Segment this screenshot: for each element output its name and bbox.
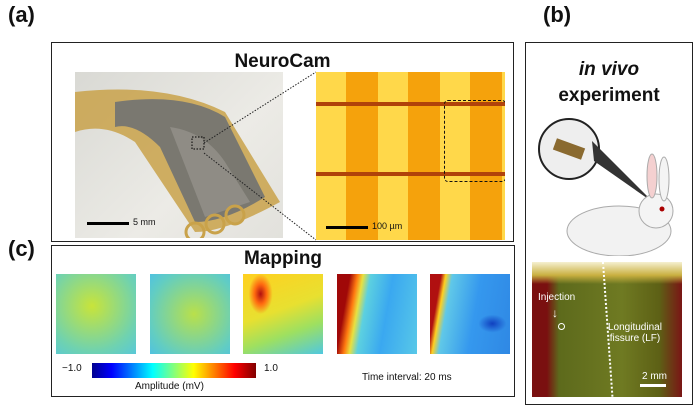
panel-b-title-italic: in vivo (578, 59, 640, 80)
colorbar-label: Amplitude (mV) (135, 381, 204, 392)
map-frame-5 (430, 274, 510, 354)
map-frame-2 (150, 274, 230, 354)
panel-label-a: (a) (8, 2, 35, 27)
panel-b: in vivo experiment (525, 42, 693, 405)
panel-a-title: NeuroCam (234, 51, 331, 72)
lf-label-line2: fissure (LF) (609, 333, 661, 344)
panel-b-title: experiment (558, 85, 660, 106)
arrow-down-icon: ↓ (552, 306, 558, 320)
panel-label-c: (c) (8, 236, 35, 261)
map-frame-1 (56, 274, 136, 354)
injection-site-marker (558, 323, 565, 330)
injection-label: Injection (538, 292, 576, 303)
rabbit-illustration (538, 118, 674, 256)
brain-scale-label: 2 mm (642, 371, 667, 382)
microscope-image: 100 µm (316, 72, 505, 240)
map-frame-4 (337, 274, 417, 354)
panel-a: NeuroCam (51, 42, 514, 242)
panel-label-b: (b) (543, 2, 572, 27)
zoom-region (444, 100, 505, 182)
photo-scale-label: 5 mm (133, 217, 156, 227)
micro-scale-label: 100 µm (372, 221, 403, 231)
device-photo: 5 mm (75, 72, 283, 238)
photo-scale-bar (87, 222, 129, 225)
time-interval-label: Time interval: 20 ms (362, 372, 452, 383)
map-frame-3 (243, 274, 323, 354)
lf-label: Longitudinal fissure (LF) (608, 322, 662, 344)
colorbar-max: 1.0 (264, 363, 278, 374)
lf-label-line1: Longitudinal (608, 322, 662, 333)
micro-scale-bar (326, 226, 368, 229)
colorbar-min: −1.0 (62, 363, 82, 374)
brain-scale-bar (640, 384, 666, 387)
panel-c: Mapping (51, 245, 515, 397)
colorbar (92, 363, 256, 378)
panel-c-title: Mapping (243, 248, 323, 269)
brain-photo: Injection ↓ Longitudinal fissure (LF) 2 … (532, 262, 682, 397)
